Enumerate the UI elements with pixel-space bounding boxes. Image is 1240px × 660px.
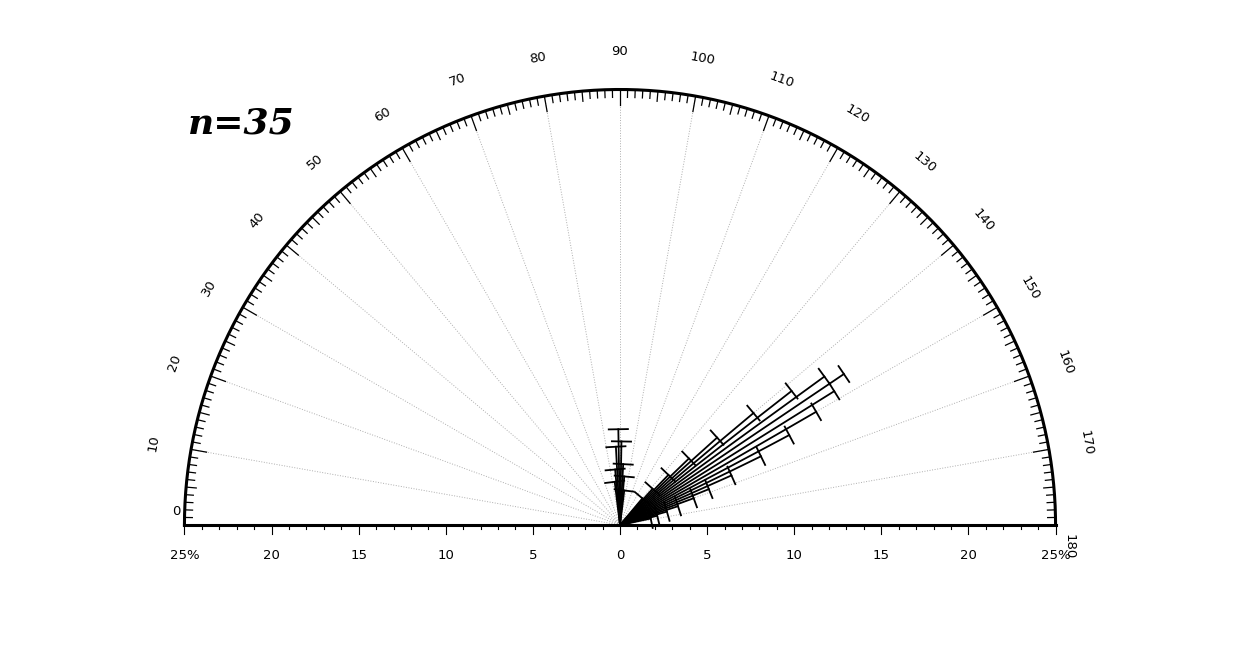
Text: 30: 30 (200, 278, 219, 299)
Text: 0: 0 (616, 549, 624, 562)
Text: 10: 10 (438, 549, 454, 562)
Text: 120: 120 (843, 103, 872, 127)
Text: 50: 50 (305, 152, 326, 172)
Text: 15: 15 (350, 549, 367, 562)
Text: 15: 15 (873, 549, 890, 562)
Text: 130: 130 (910, 149, 939, 175)
Text: 160: 160 (1055, 349, 1076, 377)
Text: 5: 5 (528, 549, 537, 562)
Text: 80: 80 (528, 51, 547, 66)
Text: n=35: n=35 (188, 106, 295, 140)
Text: 140: 140 (970, 207, 996, 234)
Text: 10: 10 (145, 434, 161, 452)
Text: 110: 110 (768, 69, 796, 90)
Text: 20: 20 (960, 549, 977, 562)
Text: 150: 150 (1018, 274, 1043, 302)
Text: 0: 0 (172, 505, 181, 518)
Text: 100: 100 (688, 50, 715, 67)
Text: 60: 60 (372, 105, 393, 125)
Text: 25%: 25% (170, 549, 200, 562)
Text: 70: 70 (448, 71, 467, 88)
Text: 5: 5 (703, 549, 712, 562)
Text: 170: 170 (1078, 429, 1095, 456)
Text: 10: 10 (786, 549, 802, 562)
Text: 40: 40 (247, 210, 268, 231)
Text: 20: 20 (166, 353, 184, 373)
Text: 180: 180 (1063, 534, 1075, 559)
Text: 25%: 25% (1040, 549, 1070, 562)
Text: 90: 90 (611, 45, 629, 57)
Text: 20: 20 (263, 549, 280, 562)
